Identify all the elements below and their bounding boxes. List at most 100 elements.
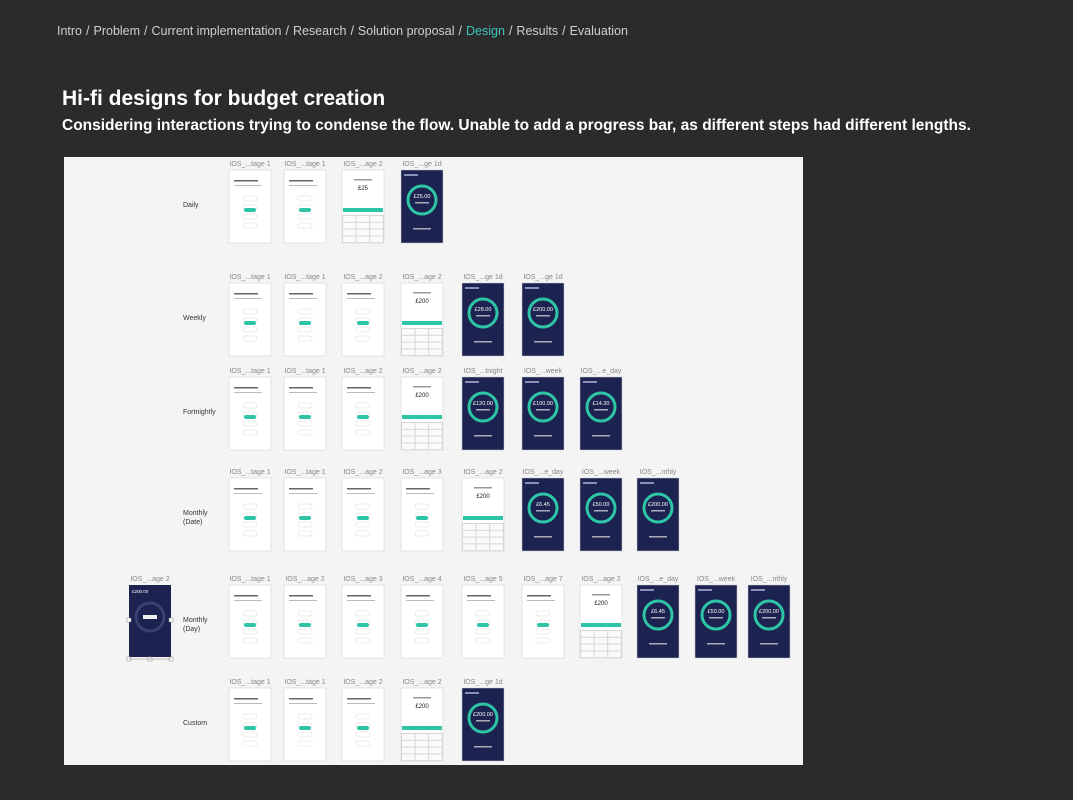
phone-screen: IOS_...tage 1 xyxy=(283,469,327,552)
phone-screen: IOS_...age 7 xyxy=(521,576,565,659)
screen-frame xyxy=(400,169,444,244)
screen-label: IOS_...tage 1 xyxy=(284,469,325,476)
continue-button xyxy=(581,623,621,627)
body-line xyxy=(234,703,262,704)
option-outline xyxy=(355,530,371,537)
screen-label: IOS_...e_day xyxy=(581,368,622,375)
screen-label: IOS_...tage 1 xyxy=(229,161,270,168)
continue-button xyxy=(463,516,503,520)
heading-line xyxy=(347,698,371,700)
keypad-key xyxy=(429,734,442,740)
cta-button xyxy=(299,415,311,419)
keypad-key xyxy=(343,216,356,222)
cta-button xyxy=(357,516,369,520)
budget-ring xyxy=(585,391,617,423)
screen-frame xyxy=(341,584,385,659)
heading-line xyxy=(527,595,551,597)
option-outline xyxy=(242,521,258,528)
footer-line xyxy=(534,536,552,538)
status-bar xyxy=(525,381,539,383)
keypad-key xyxy=(581,631,594,637)
option-outline xyxy=(355,521,371,528)
budget-amount: £200.00 xyxy=(473,712,493,718)
keypad-key xyxy=(415,342,429,349)
option-outline xyxy=(242,402,258,409)
footer-line xyxy=(592,536,610,538)
screen-label: IOS_...tage 1 xyxy=(229,576,270,583)
budget-ring xyxy=(642,492,674,524)
ring-caption xyxy=(536,315,550,317)
heading-line xyxy=(347,488,371,490)
row-label: Fortnightly xyxy=(183,409,216,416)
heading-line xyxy=(347,387,371,389)
status-bar xyxy=(583,381,597,383)
ring-caption xyxy=(476,315,490,317)
screen-label: IOS_...age 2 xyxy=(402,679,441,686)
phone-screen: IOS_...tnight £120.00 xyxy=(461,368,505,451)
option-outline xyxy=(475,610,491,617)
body-line xyxy=(289,392,317,393)
breadcrumb-separator: / xyxy=(562,24,566,38)
option-outline xyxy=(242,740,258,747)
screen-frame xyxy=(341,376,385,451)
budget-amount: £25 xyxy=(358,186,369,192)
breadcrumb-link[interactable]: Research xyxy=(292,24,347,38)
screen-frame xyxy=(228,477,272,552)
breadcrumb-link[interactable]: Current implementation xyxy=(151,24,282,38)
budget-amount: £14.30 xyxy=(593,401,610,407)
screen-label: IOS_...age 2 xyxy=(343,679,382,686)
breadcrumb-link[interactable]: Results xyxy=(516,24,559,38)
breadcrumb-link[interactable]: Problem xyxy=(93,24,141,38)
keypad-key xyxy=(370,216,383,222)
budget-amount: £200 xyxy=(415,299,429,305)
cta-button xyxy=(244,415,256,419)
continue-button xyxy=(402,415,442,419)
screen-label: IOS_...tage 1 xyxy=(284,161,325,168)
keypad-key xyxy=(608,631,621,637)
phone-screen: IOS_...tage 1 xyxy=(228,679,272,762)
option-outline xyxy=(355,335,371,342)
heading-line xyxy=(413,292,431,294)
keypad-key xyxy=(402,329,415,335)
phone-screen: IOS_...age 2 xyxy=(341,274,385,357)
keypad-key xyxy=(370,229,383,236)
option-outline xyxy=(414,530,430,537)
heading-line xyxy=(474,487,492,489)
cta-button xyxy=(357,726,369,730)
keypad-key xyxy=(402,335,415,342)
budget-ring xyxy=(406,184,438,216)
option-outline xyxy=(242,530,258,537)
screen-label: IOS_...age 2 xyxy=(285,576,324,583)
cta-button xyxy=(477,623,489,627)
option-outline xyxy=(242,222,258,229)
breadcrumb-link[interactable]: Evaluation xyxy=(569,24,628,38)
screen-label: IOS_...e_day xyxy=(638,576,679,583)
screen-label: IOS_...week xyxy=(524,368,563,375)
ring-caption xyxy=(709,617,723,619)
option-outline xyxy=(242,610,258,617)
screen-frame xyxy=(228,169,272,244)
status-bar xyxy=(525,482,539,484)
option-outline xyxy=(355,637,371,644)
selection-handle xyxy=(126,617,132,623)
screen-label: IOS_...tnight xyxy=(464,368,503,375)
budget-ring xyxy=(527,297,559,329)
keypad-key xyxy=(415,349,429,356)
row-label: Monthly (Date) xyxy=(183,510,208,526)
footer-line xyxy=(474,341,492,343)
keypad-key xyxy=(608,637,621,644)
breadcrumb-link[interactable]: Solution proposal xyxy=(357,24,455,38)
keypad-key xyxy=(594,631,608,637)
status-bar xyxy=(465,381,479,383)
screen-label: IOS_...ge 1d xyxy=(523,274,562,281)
breadcrumb-link[interactable]: Design xyxy=(466,24,505,38)
phone-screen: IOS_...e_day £6.45 xyxy=(636,576,680,659)
row-label: Weekly xyxy=(183,315,206,322)
footer-line xyxy=(592,435,610,437)
breadcrumb-link[interactable]: Intro xyxy=(57,24,83,38)
cta-button xyxy=(244,726,256,730)
cta-button xyxy=(357,415,369,419)
ring-caption xyxy=(594,510,608,512)
keypad-key xyxy=(429,436,442,443)
